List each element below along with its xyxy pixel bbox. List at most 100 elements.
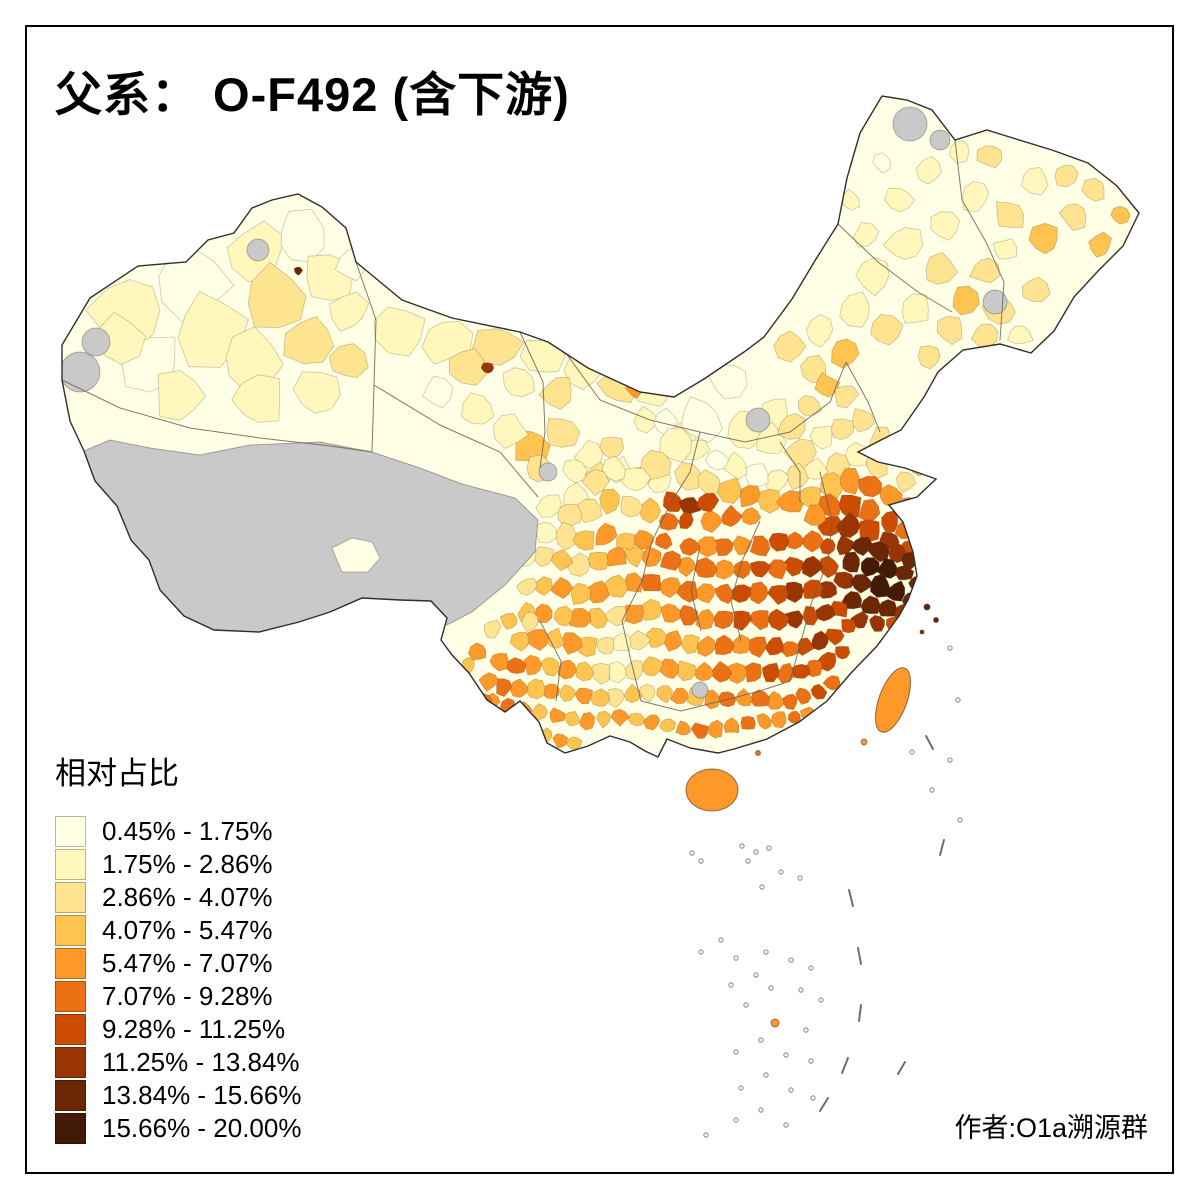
map-region [1054, 164, 1079, 188]
map-region [835, 511, 862, 539]
legend: 相对占比 0.45% - 1.75% 1.75% - 2.86% 2.86% - 4… [55, 748, 301, 1145]
island-speck [788, 957, 794, 963]
map-region [992, 238, 1018, 260]
map-region [572, 530, 595, 551]
map-region [524, 678, 546, 700]
map-region [885, 580, 906, 602]
map-region [815, 603, 836, 622]
map-region [803, 457, 829, 480]
map-region [579, 711, 596, 731]
island-speck [745, 858, 751, 864]
map-region [601, 455, 626, 482]
legend-range-label: 9.28% - 11.25% [102, 1014, 286, 1044]
map-region [422, 375, 454, 409]
legend-range-label: 7.07% - 9.28% [102, 981, 273, 1011]
map-region [925, 252, 958, 285]
map-region [836, 534, 857, 556]
map-region [673, 461, 704, 491]
legend-color-swatch [55, 882, 86, 913]
map-region [996, 201, 1025, 228]
map-region [640, 655, 664, 677]
map-region [876, 557, 898, 579]
map-region [546, 418, 581, 448]
island-speck [808, 1058, 814, 1064]
map-region [535, 494, 563, 518]
map-region [756, 712, 772, 730]
map-region [915, 155, 943, 185]
map-region [566, 736, 583, 750]
map-region [834, 645, 851, 660]
island-speck [763, 1072, 769, 1078]
map-region [637, 683, 656, 703]
island-speck [766, 845, 772, 851]
map-region [1028, 222, 1058, 255]
map-region [549, 707, 566, 723]
map-region [858, 475, 882, 498]
map-region [859, 519, 880, 543]
island-speck [929, 787, 935, 793]
legend-rows: 0.45% - 1.75% 1.75% - 2.86% 2.86% - 4.07% 4… [55, 815, 301, 1145]
map-region [839, 291, 870, 328]
map-region [797, 394, 822, 417]
map-region [559, 684, 576, 702]
legend-item: 2.86% - 4.07% [55, 881, 301, 914]
map-region [887, 541, 907, 564]
boundary-dash [848, 889, 854, 907]
legend-item: 4.07% - 5.47% [55, 914, 301, 947]
map-region [504, 657, 527, 675]
map-region [615, 532, 637, 551]
island-speck [733, 1117, 739, 1123]
map-region [877, 598, 898, 617]
map-region [930, 211, 961, 241]
map-region [499, 612, 518, 630]
map-region [509, 631, 530, 652]
legend-range-label: 0.45% - 1.75% [102, 816, 273, 846]
map-region [739, 484, 762, 508]
map-region [784, 610, 804, 629]
map-region [814, 372, 841, 398]
map-region [1088, 231, 1113, 258]
map-region [662, 491, 685, 513]
island-speck [718, 937, 724, 943]
map-region [581, 468, 610, 497]
map-region [471, 328, 525, 366]
map-region [557, 503, 583, 528]
map-region [895, 565, 915, 581]
nodata-region [982, 289, 1008, 315]
island-speck [738, 1085, 744, 1091]
coastal-island [919, 629, 925, 635]
map-region [696, 492, 720, 513]
map-region [852, 408, 875, 433]
map-region [704, 449, 730, 471]
map-region [247, 261, 307, 329]
island-speck [763, 949, 769, 955]
boundary-dash [819, 1097, 829, 1112]
map-region [605, 547, 627, 567]
map-region [1081, 177, 1105, 202]
island-speck [818, 997, 824, 1003]
map-title: 父系： O-F492 (含下游) [55, 68, 570, 121]
china-outline [61, 95, 1140, 758]
legend-range-label: 5.47% - 7.07% [102, 948, 273, 978]
map-region [849, 573, 875, 594]
map-region [749, 560, 772, 578]
map-region [747, 609, 769, 631]
map-region [550, 576, 574, 599]
map-region [623, 604, 645, 625]
map-region [640, 598, 662, 621]
map-region [489, 652, 509, 672]
map-region [757, 488, 781, 514]
legend-color-swatch [55, 1047, 86, 1078]
island-speck [753, 972, 759, 978]
south-china-sea-islands [689, 645, 963, 1138]
map-region [869, 573, 891, 598]
map-region [596, 636, 615, 655]
island-speck [753, 849, 759, 855]
map-region [656, 685, 673, 704]
map-region [678, 511, 694, 530]
map-region [1007, 325, 1034, 345]
map-region [509, 678, 529, 698]
map-region [976, 145, 1003, 169]
